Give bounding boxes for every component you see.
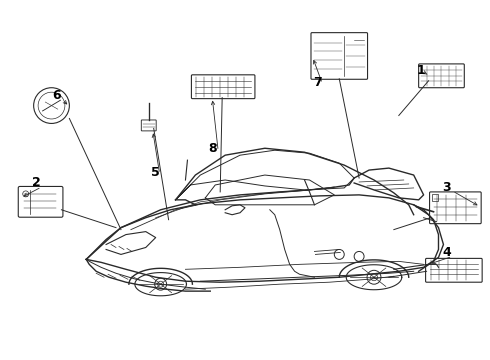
FancyBboxPatch shape	[418, 64, 465, 88]
Bar	[432, 194, 439, 201]
FancyBboxPatch shape	[311, 33, 368, 79]
Text: 5: 5	[151, 166, 160, 179]
Text: 4: 4	[442, 246, 451, 259]
FancyBboxPatch shape	[426, 258, 482, 282]
Text: 2: 2	[32, 176, 41, 189]
Text: 8: 8	[208, 142, 217, 155]
FancyBboxPatch shape	[18, 186, 63, 217]
Text: 7: 7	[313, 76, 322, 89]
Text: 6: 6	[52, 89, 61, 102]
FancyBboxPatch shape	[141, 120, 156, 131]
FancyBboxPatch shape	[192, 75, 255, 99]
FancyBboxPatch shape	[430, 192, 481, 224]
Text: 1: 1	[416, 64, 425, 77]
Text: 3: 3	[442, 181, 451, 194]
